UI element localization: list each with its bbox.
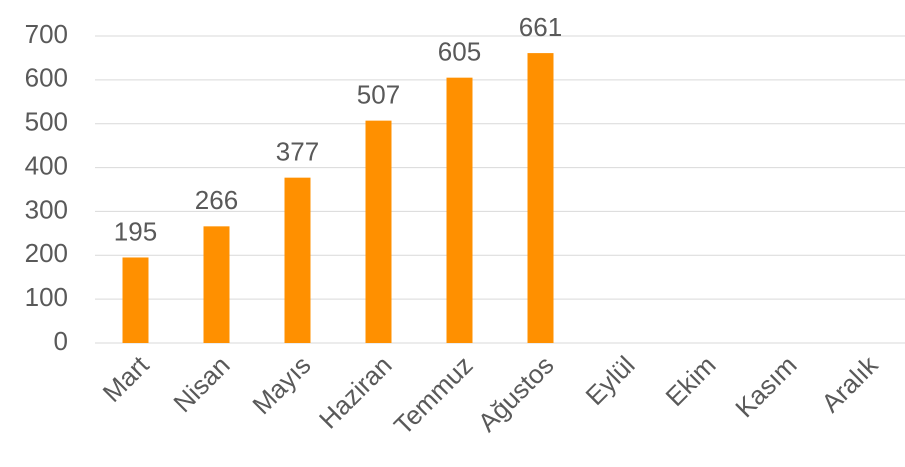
x-tick-label: Eylül xyxy=(580,350,641,411)
x-tick-label: Ağustos xyxy=(472,350,560,438)
x-tick-label: Temmuz xyxy=(388,350,479,441)
bar xyxy=(365,120,392,343)
data-label: 195 xyxy=(114,216,157,246)
data-label: 266 xyxy=(195,185,238,215)
y-tick-label: 100 xyxy=(25,282,68,312)
bar xyxy=(284,177,311,343)
data-label: 661 xyxy=(519,12,562,42)
data-label: 605 xyxy=(438,37,481,67)
x-tick-label: Aralık xyxy=(815,349,884,418)
y-tick-label: 0 xyxy=(54,326,68,356)
x-tick-label: Kasım xyxy=(729,350,802,423)
y-tick-label: 500 xyxy=(25,107,68,137)
bar xyxy=(527,53,554,344)
bar xyxy=(446,77,473,344)
y-tick-label: 300 xyxy=(25,194,68,224)
y-tick-label: 400 xyxy=(25,150,68,180)
data-label: 377 xyxy=(276,137,319,167)
bar xyxy=(122,257,149,343)
bar xyxy=(203,226,230,343)
x-tick-label: Haziran xyxy=(313,350,398,435)
y-tick-label: 200 xyxy=(25,238,68,268)
x-tick-label: Ekim xyxy=(660,350,722,412)
data-label: 507 xyxy=(357,80,400,110)
y-tick-label: 700 xyxy=(25,19,68,49)
x-tick-label: Nisan xyxy=(167,350,235,418)
x-tick-label: Mayıs xyxy=(246,350,316,420)
x-tick-label: Mart xyxy=(97,349,156,408)
y-tick-label: 600 xyxy=(25,63,68,93)
